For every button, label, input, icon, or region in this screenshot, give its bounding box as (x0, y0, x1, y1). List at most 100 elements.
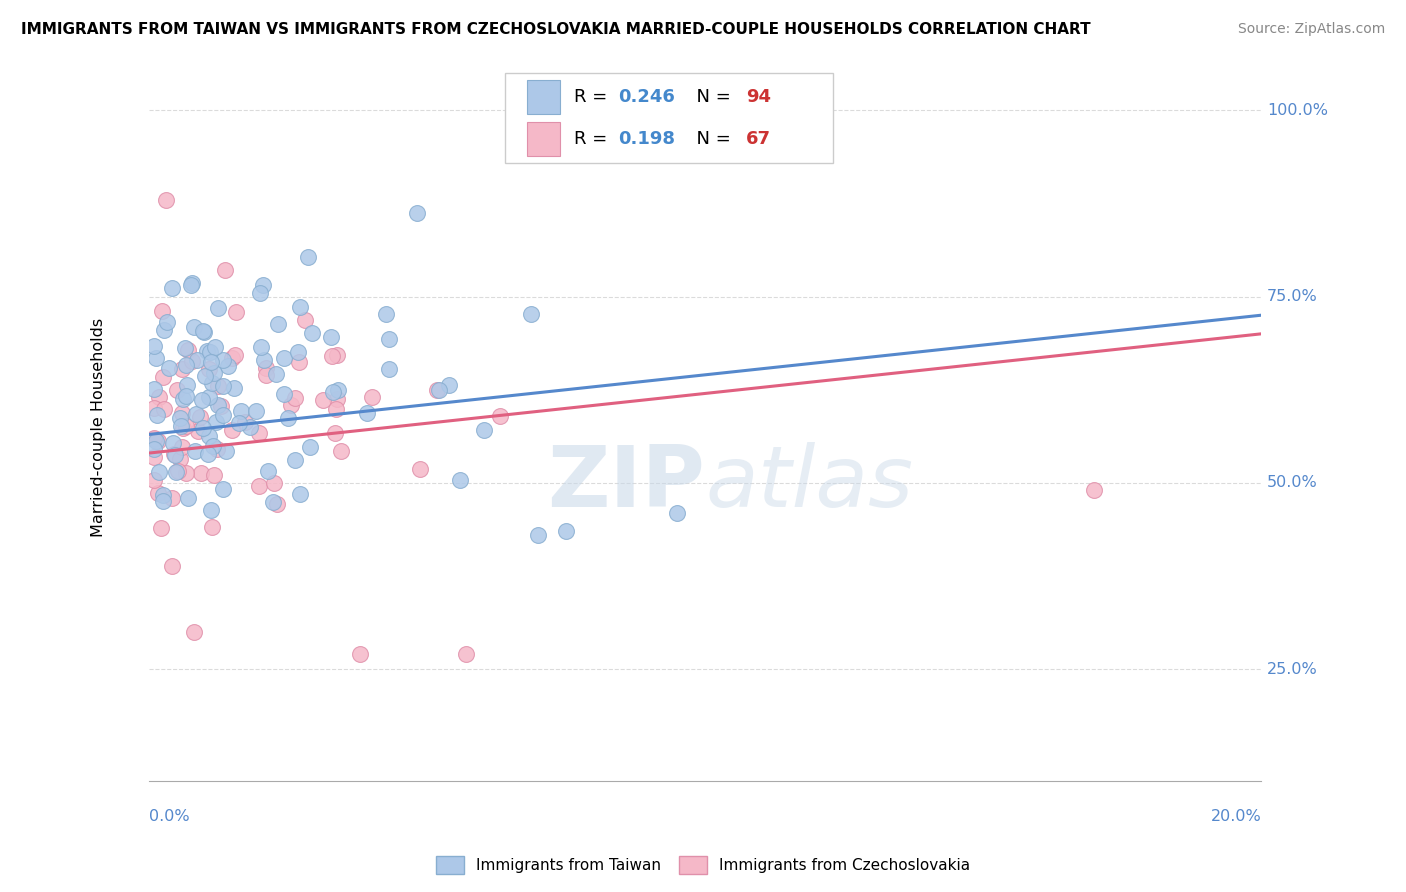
Point (198, 390, 221, 404)
Point (170, 406, 193, 420)
Point (323, 426, 346, 441)
Point (153, 401, 176, 416)
Point (262, 495, 284, 509)
Point (165, 465, 187, 479)
Point (191, 392, 214, 407)
Point (143, 450, 166, 465)
Point (254, 360, 277, 375)
Point (146, 434, 169, 448)
Point (409, 462, 432, 476)
Text: atlas: atlas (704, 442, 912, 525)
Point (254, 368, 277, 382)
Point (152, 488, 174, 502)
Text: 94: 94 (747, 88, 772, 106)
Point (284, 391, 307, 405)
Point (437, 378, 460, 392)
Point (198, 362, 221, 376)
Point (239, 420, 262, 434)
Point (290, 487, 312, 501)
Point (172, 420, 194, 434)
Point (173, 341, 195, 355)
Point (301, 326, 323, 341)
Point (294, 312, 316, 326)
Text: 0.246: 0.246 (619, 88, 675, 106)
Point (174, 418, 197, 433)
Point (207, 379, 229, 393)
Point (233, 415, 256, 429)
Point (200, 345, 222, 359)
Point (169, 451, 191, 466)
Point (145, 434, 167, 448)
Point (273, 387, 295, 401)
Point (170, 419, 193, 434)
Point (201, 520, 224, 534)
Point (288, 300, 311, 314)
Point (225, 305, 247, 319)
Point (215, 443, 238, 458)
Text: 100.0%: 100.0% (1267, 103, 1327, 118)
Point (148, 465, 170, 479)
Point (221, 423, 243, 437)
Point (205, 442, 228, 456)
Point (143, 339, 166, 353)
Point (202, 468, 225, 483)
Text: 75.0%: 75.0% (1267, 289, 1317, 304)
Point (474, 423, 496, 437)
Point (405, 206, 427, 220)
Point (212, 408, 235, 422)
Point (205, 415, 228, 429)
FancyBboxPatch shape (527, 80, 561, 114)
Point (454, 648, 477, 662)
Point (326, 348, 349, 362)
Point (264, 367, 287, 381)
Point (156, 315, 179, 329)
Point (284, 452, 307, 467)
Point (427, 383, 450, 397)
Text: N =: N = (685, 88, 737, 106)
Point (356, 406, 378, 420)
Point (489, 409, 512, 424)
Point (319, 330, 342, 344)
Point (520, 307, 543, 321)
Point (193, 368, 215, 383)
Point (326, 392, 349, 406)
Point (266, 318, 288, 332)
Point (228, 416, 250, 430)
Point (186, 352, 208, 367)
Point (152, 323, 174, 337)
Point (172, 362, 194, 376)
Point (191, 324, 214, 338)
Point (299, 440, 322, 454)
Point (221, 351, 243, 365)
Point (207, 301, 229, 315)
Point (143, 473, 166, 487)
Point (287, 345, 309, 359)
Point (207, 398, 229, 412)
Point (273, 351, 295, 365)
Point (288, 354, 311, 368)
Point (201, 376, 224, 390)
Text: 50.0%: 50.0% (1267, 475, 1317, 491)
Point (152, 494, 174, 508)
Point (253, 353, 276, 368)
Point (162, 436, 184, 450)
Point (277, 410, 299, 425)
Point (263, 475, 285, 490)
Point (349, 648, 371, 662)
Point (245, 404, 267, 418)
Point (212, 378, 235, 392)
Point (160, 281, 183, 295)
Point (143, 382, 166, 396)
Point (183, 624, 205, 639)
FancyBboxPatch shape (505, 73, 832, 163)
Text: 0.198: 0.198 (619, 129, 675, 148)
Point (148, 390, 170, 404)
Point (181, 276, 204, 290)
Point (212, 352, 235, 367)
Text: 25.0%: 25.0% (1267, 662, 1317, 677)
Point (163, 447, 186, 461)
Point (250, 340, 273, 354)
Point (169, 410, 191, 425)
Point (426, 384, 449, 398)
Point (146, 485, 169, 500)
